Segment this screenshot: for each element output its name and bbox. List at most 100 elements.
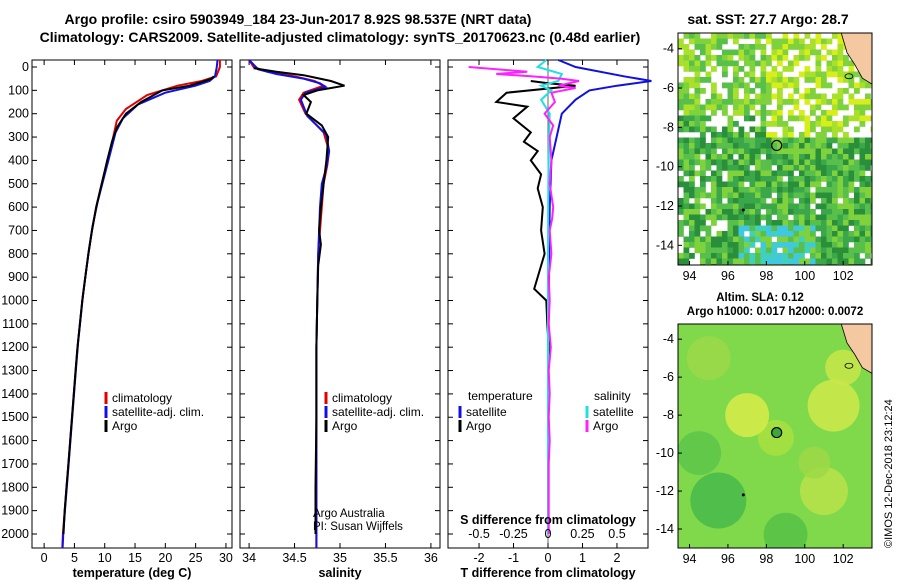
depth-tick-label: 300 [8,130,29,144]
temperature-panel: 0100200300400500600700800900100011001200… [1,59,233,580]
difference-panel-xtick-label: 1 [579,551,586,565]
temperature-panel-xlabel: temperature (deg C) [73,566,192,580]
temperature-panel-xtick-label: 0 [41,551,48,565]
difference-s-xlabel: S difference from climatology [460,513,636,527]
salinity-panel-legend-climatology-label: climatology [332,391,392,405]
sst-map-ytick-label: -8 [663,120,674,134]
sla-map-ytick-label: -14 [656,522,674,536]
temperature-panel-legend-argo-label: Argo [112,419,138,433]
difference-legend-s-argo-label: Argo [593,419,619,433]
sst-map-ytick-label: -6 [663,81,674,95]
difference-panel: -2 -1 0 1 2T difference from climatology -0.5… [447,59,652,580]
depth-tick-label: 1900 [1,504,29,518]
sst-map-ytick-label: -10 [656,160,674,174]
sst-map-xtick-label: 100 [794,269,815,283]
sla-map-anomaly-blob [763,512,808,548]
difference-panel-series-s-satellite [535,59,564,534]
sst-map-island-small [741,208,745,212]
temperature-panel-xtick-label: 30 [219,551,233,565]
sla-map-island-small [741,493,745,497]
depth-tick-label: 1300 [1,364,29,378]
sst-map-xtick-label: 98 [759,269,773,283]
sst-map-xtick-label: 94 [683,269,697,283]
sla-map-anomaly-blob [825,349,862,386]
sla-map-anomaly-blob [799,467,848,516]
depth-tick-label: 200 [8,107,29,121]
sla-map-anomaly-blob [690,472,747,529]
difference-s-tick-label: -0.25 [499,527,528,541]
depth-tick-label: 1200 [1,340,29,354]
difference-panel-xlabel: T difference from climatology [460,566,635,580]
sla-map-anomaly-blob [798,446,831,479]
depth-tick-label: 1500 [1,410,29,424]
difference-s-tick-label: -0.5 [468,527,490,541]
sla-map-field [678,324,872,548]
sla-map-frame [677,323,873,549]
temperature-panel-xtick-label: 10 [98,551,112,565]
sst-map-title: sat. SST: 27.7 Argo: 28.7 [687,11,849,27]
salinity-panel-xtick-label: 35.5 [373,551,397,565]
sst-map-frame [677,32,873,266]
salinity-annotation-1: PI: Susan Wijffels [313,521,403,533]
temperature-panel-series-satellite-adj-clim- [61,59,219,549]
sla-map-xtick-label: 102 [833,552,854,566]
difference-panel-xtick-label: 2 [613,551,620,565]
salinity-panel-xtick-label: 34.5 [282,551,306,565]
sla-map-xtick-label: 98 [759,552,773,566]
temperature-panel-series-climatology [61,60,221,549]
sla-map-xtick-label: 100 [794,552,815,566]
salinity-panel-frame [239,59,441,549]
depth-tick-label: 800 [8,247,29,261]
sla-map-ytick-label: -8 [663,408,674,422]
temperature-panel-xtick-label: 25 [189,551,203,565]
sla-map-anomaly-blob [725,393,770,438]
sst-map-land [840,33,872,85]
imos-credit: ©IMOS 12-Dec-2018 23:12:24 [883,399,895,548]
depth-tick-label: 1800 [1,480,29,494]
depth-tick-label: 600 [8,200,29,214]
difference-s-tick-label: 0.5 [608,527,625,541]
sla-map-xtick-label: 96 [721,552,735,566]
sst-map-field [678,33,872,265]
depth-tick-label: 1600 [1,434,29,448]
salinity-panel-legend-satellite-label: satellite-adj. clim. [332,405,424,419]
sla-map-ytick-label: -10 [656,446,674,460]
sla-map-ytick-label: -12 [656,484,674,498]
salinity-panel-xtick-label: 35 [333,551,347,565]
difference-s-tick-label: 0.25 [570,527,594,541]
depth-tick-label: 500 [8,177,29,191]
depth-tick-label: 700 [8,223,29,237]
depth-tick-label: 900 [8,270,29,284]
depth-tick-label: 1700 [1,457,29,471]
depth-tick-label: 0 [22,60,29,74]
salinity-panel-xtick-label: 34 [242,551,256,565]
salinity-panel-xtick-label: 36 [424,551,438,565]
depth-tick-label: 1100 [2,317,29,331]
sla-map-anomaly-blob [686,336,731,381]
salinity-panel-series-argo [253,67,345,534]
difference-legend-temperature-title: temperature [468,389,533,403]
sst-map-island [844,73,854,80]
temperature-panel-legend-climatology-label: climatology [112,391,172,405]
difference-panel-series-s-argo [468,66,580,534]
difference-panel-series-t-satellite [547,59,652,534]
figure-title-line1: Argo profile: csiro 5903949_184 23-Jun-2… [65,11,532,27]
sst-map-xtick-label: 102 [833,269,854,283]
sla-map-subtitle: Argo h1000: 0.017 h2000: 0.0072 [687,306,863,318]
sla-map-anomaly-blob [678,431,722,476]
sla-map-xtick-label: 94 [683,552,697,566]
sla-map-ytick-label: -6 [663,370,674,384]
temperature-panel-xtick-label: 20 [158,551,172,565]
depth-tick-label: 1000 [1,293,29,307]
sst-map-panel: sat. SST: 27.7 Argo: 28.7 -4 -6 -8 -10 -12 -1… [656,11,873,283]
depth-tick-label: 100 [8,83,29,97]
sla-map-panel: Altim. SLA: 0.12 Argo h1000: 0.017 h2000… [656,292,873,566]
temperature-panel-xtick-label: 15 [128,551,142,565]
salinity-panel-xlabel: salinity [318,566,361,580]
sst-map-ytick-label: -14 [656,238,674,252]
temperature-panel-frame [31,59,233,549]
depth-tick-label: 1400 [1,387,29,401]
salinity-panel-legend-argo-label: Argo [332,419,358,433]
temperature-panel-series-argo [62,75,215,535]
